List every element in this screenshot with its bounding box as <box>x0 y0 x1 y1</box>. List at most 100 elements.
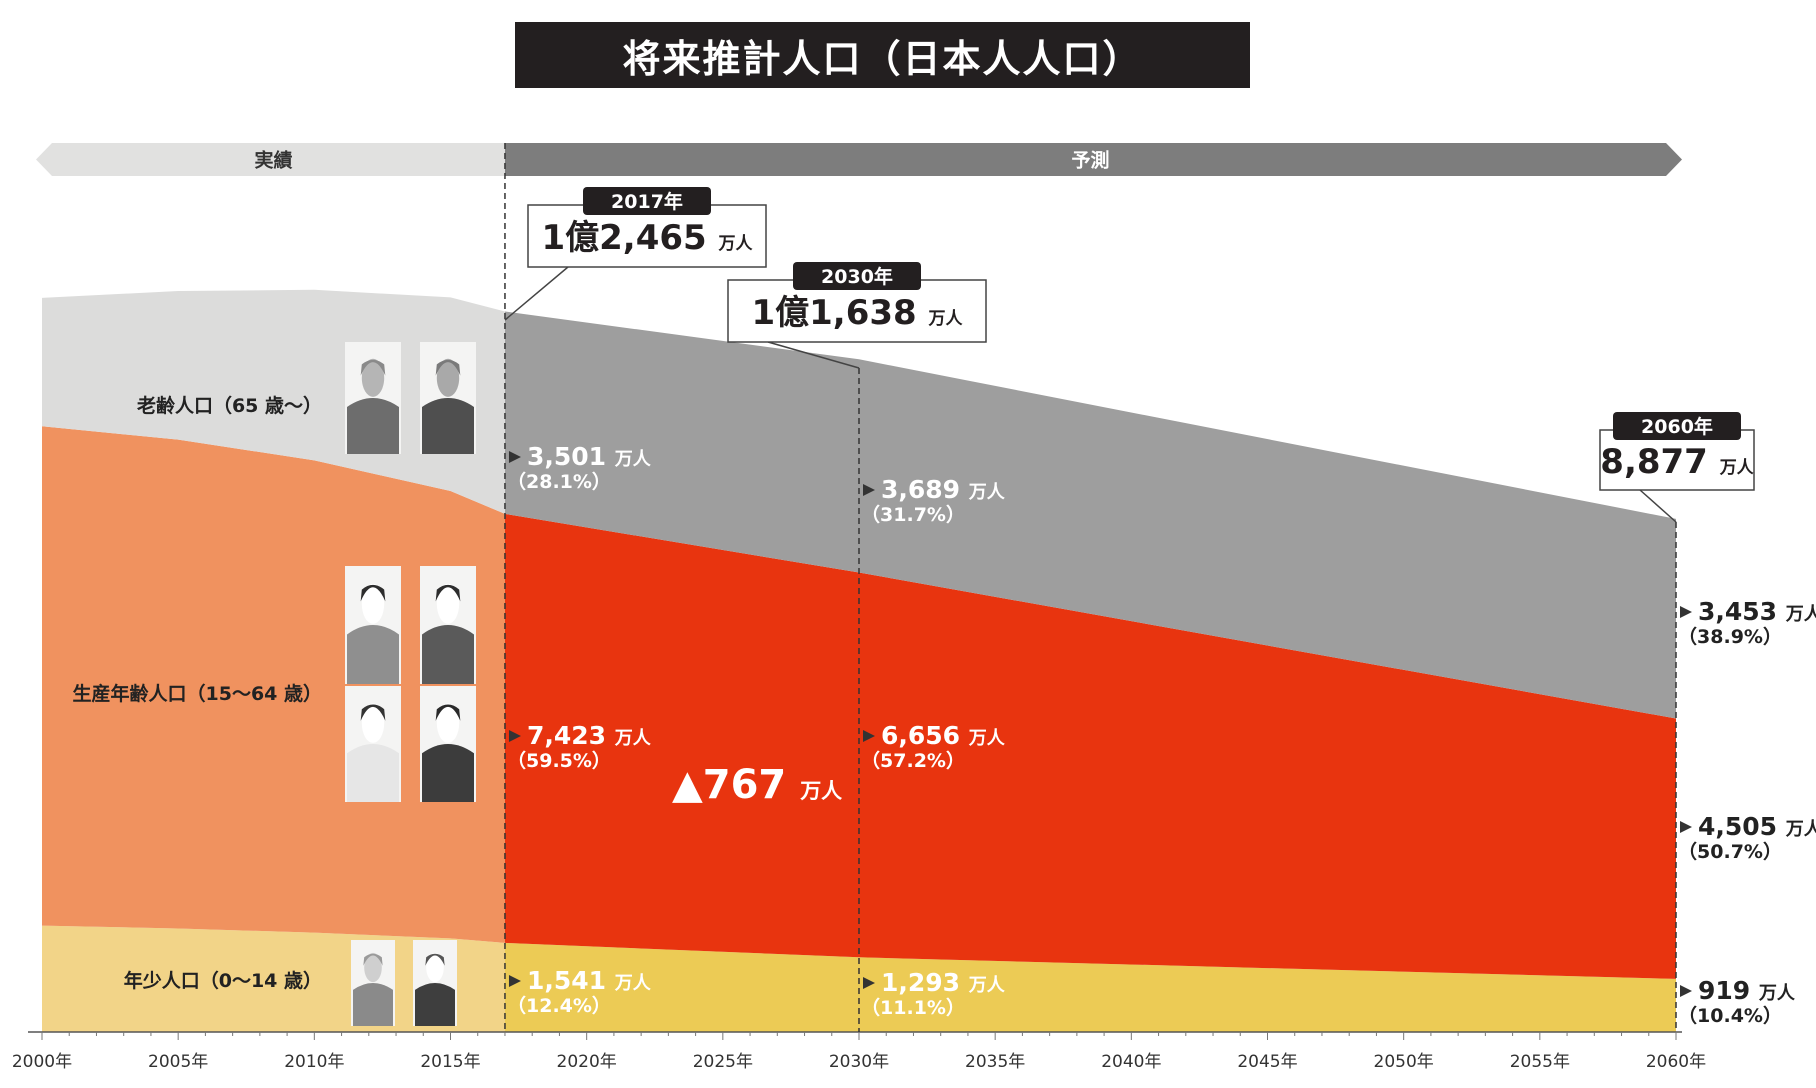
people-icons <box>345 342 476 1026</box>
student-girl-icon-hair <box>360 704 386 721</box>
adult-man-icon-head <box>436 583 460 624</box>
callout-2017-box <box>527 204 767 268</box>
working-area-actual <box>42 426 505 943</box>
forecast-label: 予測 <box>1071 149 1109 172</box>
label-2060-1-value: 4,505 万人 <box>1698 812 1816 841</box>
baby-icon-head <box>364 952 382 983</box>
adult-woman-icon <box>345 566 401 684</box>
child-icon <box>413 940 457 1026</box>
elderly-area-forecast <box>505 311 1676 719</box>
label-2060-0-value: 3,453 万人 <box>1698 597 1816 626</box>
label-2060-2-unit: 万人 <box>1758 983 1796 1004</box>
baby-icon-hair <box>363 953 383 966</box>
label-2017-0-pct: （28.1%） <box>507 470 611 493</box>
adult-man-icon-body <box>422 625 474 684</box>
student-boy-icon-head <box>436 703 460 743</box>
adult-man-icon <box>420 566 476 684</box>
x-tick-label: 2040年 <box>1101 1052 1161 1072</box>
x-tick-label: 2010年 <box>284 1052 344 1072</box>
elderly-man-icon <box>420 342 476 454</box>
pointer-arrow <box>1680 985 1692 997</box>
callout-2017-year: 2017年 <box>611 190 683 213</box>
callout-2017-year-tag <box>583 187 711 215</box>
callout-2030-leader <box>767 341 860 369</box>
label-2030-1-unit: 万人 <box>968 728 1006 749</box>
elderly-woman-icon-body <box>347 398 399 454</box>
x-tick-label: 2015年 <box>420 1052 480 1072</box>
callout-2030-year-tag <box>793 262 921 290</box>
x-tick-label: 2025年 <box>693 1052 753 1072</box>
callout-2060-unit: 万人 <box>1719 458 1755 478</box>
x-tick-label: 2000年 <box>12 1052 72 1072</box>
period-banner: 実績 予測 <box>36 143 1682 176</box>
child-icon-hair <box>425 953 445 966</box>
series-label: 年少人口（0〜14 歳） <box>124 969 322 992</box>
x-tick-label: 2060年 <box>1646 1052 1706 1072</box>
callout-2060-year-tag <box>1613 412 1741 440</box>
pointer-arrow <box>508 730 521 742</box>
pointer-arrow <box>508 975 521 987</box>
adult-man-icon-hair <box>435 584 461 602</box>
baby-icon <box>351 940 395 1026</box>
student-boy-icon <box>420 686 476 802</box>
x-tick-label: 2030年 <box>829 1052 889 1072</box>
pointer-arrow <box>1680 821 1692 833</box>
baby-icon-body <box>353 983 393 1026</box>
elderly-man-icon-hair <box>435 359 461 376</box>
series-label: 老齢人口（65 歳〜） <box>137 394 322 417</box>
label-2060-0-unit: 万人 <box>1785 604 1816 625</box>
callout-2030-box <box>727 279 987 343</box>
label-2017-0-unit: 万人 <box>614 449 652 470</box>
x-tick-label: 2005年 <box>148 1052 208 1072</box>
label-2030-0-unit: 万人 <box>968 482 1006 503</box>
callout-2030-year: 2030年 <box>821 265 893 288</box>
decline-unit: 万人 <box>799 779 842 803</box>
callout-2017-leader <box>504 266 569 321</box>
label-2017-2-value: 1,541 万人 <box>527 966 652 995</box>
label-2060-1-unit: 万人 <box>1785 819 1816 840</box>
elderly-woman-icon-head <box>361 358 385 397</box>
actual-banner <box>36 143 505 176</box>
x-axis: 2000年 2005年 2010年 2015年 2020年 2025年 2030年 2035年… <box>12 1031 1706 1072</box>
forecast-banner <box>504 143 1682 176</box>
x-tick-label: 2050年 <box>1374 1052 1434 1072</box>
actual-label: 実績 <box>254 149 292 172</box>
label-2017-1-unit: 万人 <box>614 728 652 749</box>
label-2060-2-pct: （10.4%） <box>1678 1004 1782 1027</box>
callout-2017-unit: 万人 <box>718 234 754 254</box>
x-tick-label: 2020年 <box>557 1052 617 1072</box>
callout-2030-unit: 万人 <box>928 309 964 329</box>
elderly-man-icon-head <box>436 358 460 397</box>
student-girl-icon-body <box>347 744 399 802</box>
student-girl-icon-head <box>361 703 385 743</box>
pointer-arrow <box>863 484 875 496</box>
pointer-arrow <box>1680 606 1692 618</box>
pointer-arrow <box>863 977 875 989</box>
pointer-arrow <box>863 730 875 742</box>
x-tick-label: 2035年 <box>965 1052 1025 1072</box>
elderly-woman-icon-hair <box>360 359 386 376</box>
elderly-woman-icon <box>345 342 401 454</box>
child-icon-body <box>415 983 455 1026</box>
working-area-forecast <box>505 513 1676 979</box>
pointer-arrow <box>508 451 521 463</box>
label-2030-2-pct: （11.1%） <box>861 996 965 1019</box>
label-2030-1-value: 6,656 万人 <box>881 721 1006 750</box>
student-boy-icon-hair <box>435 704 461 721</box>
label-2030-0-pct: （31.7%） <box>861 503 965 526</box>
label-2017-2-pct: （12.4%） <box>507 994 611 1017</box>
x-tick-label: 2045年 <box>1237 1052 1297 1072</box>
decline-value: ▲767 万人 <box>672 762 842 808</box>
x-tick-label: 2055年 <box>1510 1052 1570 1072</box>
annotations: 年少人口（0〜14 歳） 生産年齢人口（15〜64 歳） 老齢人口（65 歳〜） 3,… <box>73 143 1816 1032</box>
callout-2030-value: 1億1,638 万人 <box>751 293 963 333</box>
callout-2017-value: 1億2,465 万人 <box>541 218 753 258</box>
label-2030-2-unit: 万人 <box>968 975 1006 996</box>
elderly-man-icon-body <box>422 398 474 454</box>
adult-woman-icon-hair <box>360 584 386 602</box>
label-2060-1-pct: （50.7%） <box>1678 840 1782 863</box>
label-2060-0-pct: （38.9%） <box>1678 625 1782 648</box>
label-2060-2-value: 919 万人 <box>1698 976 1796 1005</box>
adult-woman-icon-head <box>361 583 385 624</box>
